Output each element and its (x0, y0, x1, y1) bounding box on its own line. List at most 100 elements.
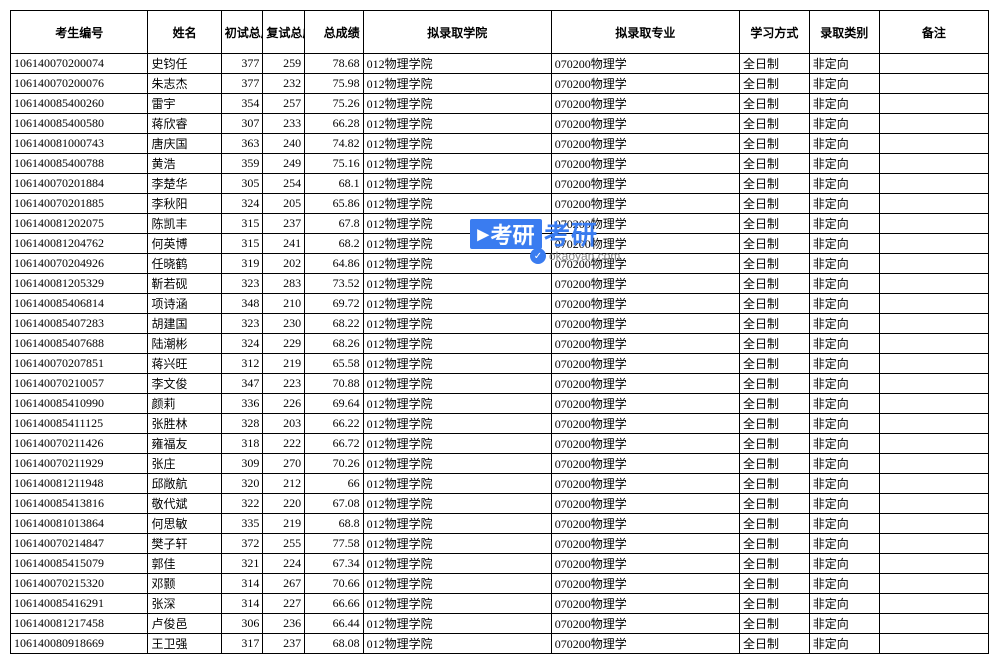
cell-s1: 315 (221, 234, 263, 254)
cell-mode: 全日制 (739, 314, 809, 334)
cell-type: 非定向 (809, 574, 879, 594)
table-row: 106140070215320邓颢31426770.66012物理学院07020… (11, 574, 989, 594)
cell-id: 106140081211948 (11, 474, 148, 494)
cell-s1: 324 (221, 194, 263, 214)
cell-id: 106140081204762 (11, 234, 148, 254)
cell-id: 106140070204926 (11, 254, 148, 274)
cell-name: 卢俊邑 (148, 614, 221, 634)
cell-name: 敬代斌 (148, 494, 221, 514)
cell-college: 012物理学院 (363, 94, 551, 114)
cell-s2: 229 (263, 334, 305, 354)
cell-mode: 全日制 (739, 294, 809, 314)
cell-college: 012物理学院 (363, 474, 551, 494)
cell-college: 012物理学院 (363, 334, 551, 354)
cell-mode: 全日制 (739, 394, 809, 414)
cell-total: 77.58 (305, 534, 364, 554)
cell-mode: 全日制 (739, 234, 809, 254)
cell-major: 070200物理学 (551, 134, 739, 154)
cell-major: 070200物理学 (551, 114, 739, 134)
cell-major: 070200物理学 (551, 434, 739, 454)
cell-remark (879, 194, 988, 214)
table-row: 106140085400580蒋欣睿30723366.28012物理学院0702… (11, 114, 989, 134)
cell-remark (879, 414, 988, 434)
cell-total: 75.26 (305, 94, 364, 114)
cell-college: 012物理学院 (363, 174, 551, 194)
cell-s1: 319 (221, 254, 263, 274)
table-row: 106140070211929张庄30927070.26012物理学院07020… (11, 454, 989, 474)
cell-mode: 全日制 (739, 194, 809, 214)
cell-type: 非定向 (809, 134, 879, 154)
cell-remark (879, 334, 988, 354)
cell-total: 70.66 (305, 574, 364, 594)
cell-type: 非定向 (809, 114, 879, 134)
cell-remark (879, 514, 988, 534)
cell-type: 非定向 (809, 434, 879, 454)
cell-s2: 210 (263, 294, 305, 314)
cell-s2: 257 (263, 94, 305, 114)
cell-remark (879, 634, 988, 654)
cell-total: 68.08 (305, 634, 364, 654)
cell-s2: 270 (263, 454, 305, 474)
cell-mode: 全日制 (739, 594, 809, 614)
cell-type: 非定向 (809, 254, 879, 274)
cell-major: 070200物理学 (551, 94, 739, 114)
cell-s1: 305 (221, 174, 263, 194)
cell-id: 106140085413816 (11, 494, 148, 514)
cell-mode: 全日制 (739, 334, 809, 354)
cell-major: 070200物理学 (551, 554, 739, 574)
header-type: 录取类别 (809, 11, 879, 54)
table-body: 106140070200074史钧任37725978.68012物理学院0702… (11, 54, 989, 654)
cell-s2: 237 (263, 214, 305, 234)
cell-college: 012物理学院 (363, 114, 551, 134)
cell-name: 朱志杰 (148, 74, 221, 94)
cell-type: 非定向 (809, 234, 879, 254)
cell-s2: 240 (263, 134, 305, 154)
cell-s1: 336 (221, 394, 263, 414)
cell-total: 75.16 (305, 154, 364, 174)
cell-id: 106140081000743 (11, 134, 148, 154)
cell-s2: 236 (263, 614, 305, 634)
cell-major: 070200物理学 (551, 614, 739, 634)
cell-s1: 314 (221, 574, 263, 594)
cell-s2: 255 (263, 534, 305, 554)
cell-s2: 219 (263, 514, 305, 534)
cell-name: 蒋兴旺 (148, 354, 221, 374)
cell-college: 012物理学院 (363, 194, 551, 214)
table-row: 106140081217458卢俊邑30623666.44012物理学院0702… (11, 614, 989, 634)
cell-college: 012物理学院 (363, 274, 551, 294)
cell-remark (879, 214, 988, 234)
table-row: 106140080918669王卫强31723768.08012物理学院0702… (11, 634, 989, 654)
cell-name: 颜莉 (148, 394, 221, 414)
table-row: 106140070210057李文俊34722370.88012物理学院0702… (11, 374, 989, 394)
cell-major: 070200物理学 (551, 574, 739, 594)
cell-major: 070200物理学 (551, 214, 739, 234)
table-row: 106140085406814项诗涵34821069.72012物理学院0702… (11, 294, 989, 314)
cell-college: 012物理学院 (363, 434, 551, 454)
cell-total: 68.22 (305, 314, 364, 334)
cell-s2: 259 (263, 54, 305, 74)
cell-mode: 全日制 (739, 114, 809, 134)
cell-name: 张深 (148, 594, 221, 614)
cell-college: 012物理学院 (363, 134, 551, 154)
cell-college: 012物理学院 (363, 234, 551, 254)
cell-s1: 377 (221, 74, 263, 94)
header-college: 拟录取学院 (363, 11, 551, 54)
cell-id: 106140070211426 (11, 434, 148, 454)
cell-name: 陈凯丰 (148, 214, 221, 234)
table-row: 106140070204926任晓鹤31920264.86012物理学院0702… (11, 254, 989, 274)
cell-s2: 227 (263, 594, 305, 614)
table-row: 106140070201885李秋阳32420565.86012物理学院0702… (11, 194, 989, 214)
cell-name: 黄浩 (148, 154, 221, 174)
table-row: 106140081205329靳若砚32328373.52012物理学院0702… (11, 274, 989, 294)
cell-s2: 219 (263, 354, 305, 374)
cell-college: 012物理学院 (363, 554, 551, 574)
cell-remark (879, 294, 988, 314)
cell-s2: 205 (263, 194, 305, 214)
cell-type: 非定向 (809, 454, 879, 474)
cell-type: 非定向 (809, 394, 879, 414)
cell-type: 非定向 (809, 274, 879, 294)
cell-major: 070200物理学 (551, 174, 739, 194)
cell-s1: 328 (221, 414, 263, 434)
cell-total: 66.22 (305, 414, 364, 434)
cell-s1: 323 (221, 314, 263, 334)
